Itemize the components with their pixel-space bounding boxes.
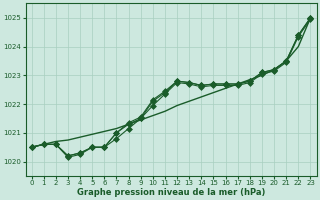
X-axis label: Graphe pression niveau de la mer (hPa): Graphe pression niveau de la mer (hPa) [77, 188, 265, 197]
